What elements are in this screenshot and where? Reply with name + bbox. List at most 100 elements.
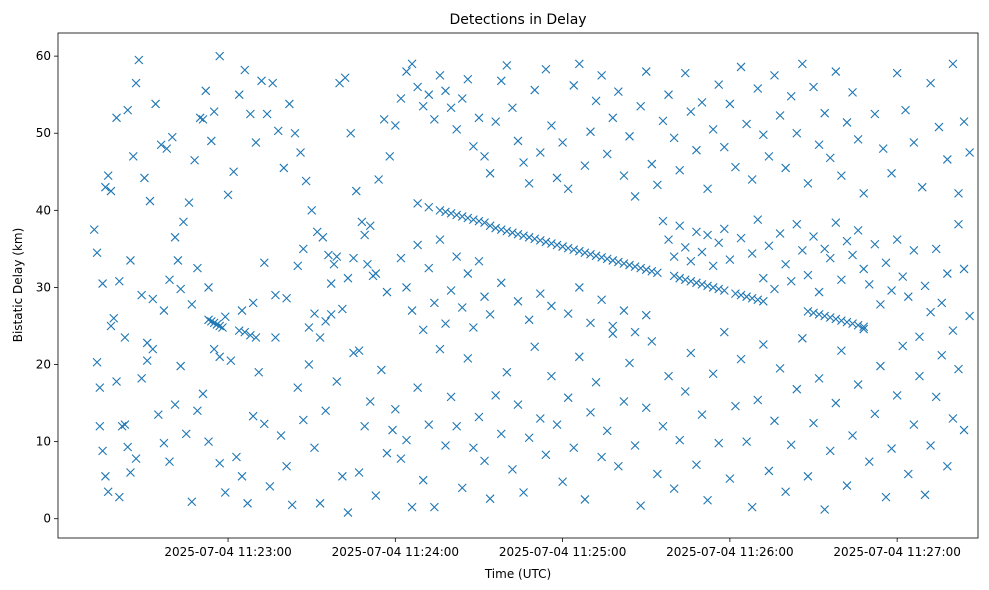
detection-marker [775, 229, 785, 238]
detection-marker [898, 341, 908, 351]
track-detection-marker [240, 327, 250, 337]
detection-marker [965, 311, 975, 321]
x-tick-label: 2025-07-04 11:23:00 [164, 545, 291, 559]
x-axis-ticks: 2025-07-04 11:23:00 2025-07-04 11:24:00 20… [164, 538, 961, 559]
detection-marker [569, 443, 579, 453]
detection-marker [708, 261, 718, 271]
detection-marker [781, 259, 791, 269]
detection-marker [831, 398, 841, 408]
detection-marker [301, 176, 311, 186]
detection-marker [452, 124, 462, 134]
detection-marker [123, 442, 133, 452]
detection-marker [725, 99, 735, 109]
detection-marker [457, 483, 467, 493]
detection-marker [101, 182, 110, 192]
detection-marker [474, 412, 484, 422]
detection-marker [669, 133, 679, 143]
detection-marker [176, 361, 186, 371]
detection-marker [669, 484, 679, 494]
detection-marker [954, 364, 963, 374]
detection-marker [814, 287, 824, 297]
track-detection-marker [742, 292, 751, 302]
detection-marker [429, 502, 439, 512]
detection-marker [198, 114, 208, 124]
detection-marker [736, 62, 746, 72]
detection-marker [820, 505, 830, 514]
track-detection-marker [502, 226, 512, 236]
track-detection-marker [686, 276, 696, 286]
detection-marker [114, 276, 124, 286]
detection-marker [374, 175, 383, 184]
detection-marker [165, 275, 174, 285]
detection-marker [480, 151, 489, 161]
detection-marker [390, 121, 400, 130]
detection-marker [552, 173, 562, 183]
track-detection-marker [574, 246, 584, 256]
detection-marker [775, 363, 785, 373]
detection-marker [463, 74, 473, 84]
detection-marker [530, 85, 540, 95]
detection-marker [502, 367, 512, 377]
axes-frame [57, 32, 979, 539]
track-detection-marker [692, 278, 701, 288]
detection-marker [349, 348, 358, 358]
detection-marker [469, 443, 478, 453]
track-detection-marker [630, 262, 640, 271]
detection-marker [747, 249, 757, 258]
detection-marker [315, 333, 325, 342]
track-detection-marker [206, 316, 216, 326]
detection-marker [903, 292, 913, 302]
track-detection-marker [820, 311, 830, 321]
detection-marker [418, 101, 428, 111]
detection-marker [580, 495, 590, 504]
detection-marker [758, 340, 768, 349]
detection-marker [508, 103, 517, 113]
track-detection-marker [474, 216, 484, 226]
detection-marker [797, 333, 807, 343]
track-detection-marker [842, 317, 852, 327]
detection-marker [407, 59, 417, 69]
detection-marker [574, 283, 584, 292]
detection-marker [220, 312, 230, 322]
detection-marker [413, 240, 423, 250]
detection-marker [931, 244, 941, 254]
detection-marker [418, 325, 428, 335]
detection-marker [619, 306, 629, 315]
detection-marker [126, 468, 135, 477]
detection-marker [703, 184, 712, 194]
detection-marker [298, 244, 308, 254]
detection-marker [215, 458, 225, 468]
detection-marker [237, 471, 247, 481]
detection-marker [926, 307, 935, 317]
detection-marker [142, 338, 152, 348]
detection-marker [259, 419, 269, 429]
detection-marker [463, 353, 473, 363]
detection-marker [396, 94, 406, 103]
detection-marker [424, 90, 434, 100]
detection-marker [948, 414, 958, 423]
detection-marker [870, 239, 880, 249]
track-detection-marker [245, 330, 255, 340]
detection-marker [848, 431, 857, 440]
detection-marker [613, 87, 623, 96]
detection-marker [276, 431, 286, 440]
detection-marker [262, 109, 272, 119]
x-tick-label: 2025-07-04 11:27:00 [833, 545, 960, 559]
detection-marker [508, 464, 517, 474]
y-tick-label: 10 [36, 435, 51, 449]
detection-marker [535, 414, 545, 423]
detection-marker [803, 471, 813, 481]
detection-marker [120, 333, 130, 342]
detection-marker [159, 306, 169, 315]
detection-marker [959, 264, 969, 274]
detection-marker [123, 105, 133, 115]
detection-marker [574, 352, 584, 362]
track-detection-marker [209, 318, 219, 328]
detection-marker [530, 342, 540, 352]
detection-marker [167, 132, 177, 142]
detection-marker [360, 230, 370, 240]
detection-marker [524, 178, 534, 188]
chart-title: Detections in Delay [449, 12, 586, 28]
detection-marker [140, 173, 149, 183]
detection-marker [878, 144, 888, 154]
